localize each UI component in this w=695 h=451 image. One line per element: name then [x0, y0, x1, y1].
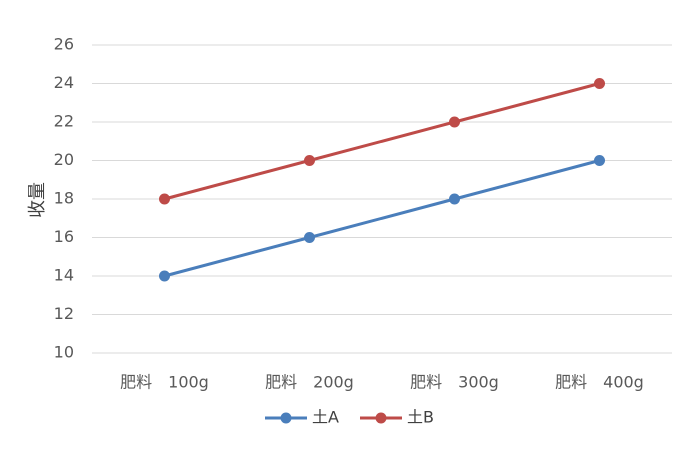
legend-marker: [280, 412, 292, 424]
series-line: [164, 82, 600, 201]
x-tick-label: 肥料 100g: [120, 373, 209, 392]
legend-item-2: 土B: [360, 408, 434, 427]
legend: 土A 土B: [265, 408, 434, 427]
legend-item-1: 土A: [265, 408, 339, 427]
gridlines: [92, 44, 672, 354]
x-tick-label: 肥料 300g: [410, 373, 499, 392]
y-tick-label: 18: [54, 189, 74, 208]
y-tick-label: 10: [54, 343, 74, 362]
x-axis-ticks: 肥料 100g 肥料 200g 肥料 300g 肥料 400g: [120, 373, 644, 392]
data-point: [159, 270, 170, 282]
y-tick-label: 22: [54, 112, 74, 131]
data-point: [594, 78, 605, 89]
y-tick-label: 14: [54, 266, 74, 285]
y-tick-label: 20: [54, 150, 74, 169]
y-axis-ticks: 10 12 14 16 18 20 22 24 26: [54, 35, 74, 362]
series-line: [164, 159, 600, 278]
x-tick-label: 肥料 400g: [555, 373, 644, 392]
data-point: [304, 232, 315, 243]
y-tick-label: 26: [54, 35, 74, 54]
series-1: [159, 155, 605, 282]
y-tick-label: 12: [54, 304, 74, 323]
x-tick-label: 肥料 200g: [265, 373, 354, 392]
y-axis-title: 收量: [27, 182, 48, 218]
data-point: [449, 193, 460, 205]
data-point: [594, 155, 605, 166]
series-layer: [159, 78, 605, 282]
data-point: [449, 116, 460, 128]
data-point: [304, 155, 315, 166]
legend-label: 土B: [407, 408, 434, 427]
series-2: [159, 78, 605, 205]
legend-marker: [375, 412, 387, 424]
y-tick-label: 24: [54, 73, 74, 92]
legend-label: 土A: [312, 408, 339, 427]
data-point: [159, 193, 170, 205]
y-tick-label: 16: [54, 227, 74, 246]
